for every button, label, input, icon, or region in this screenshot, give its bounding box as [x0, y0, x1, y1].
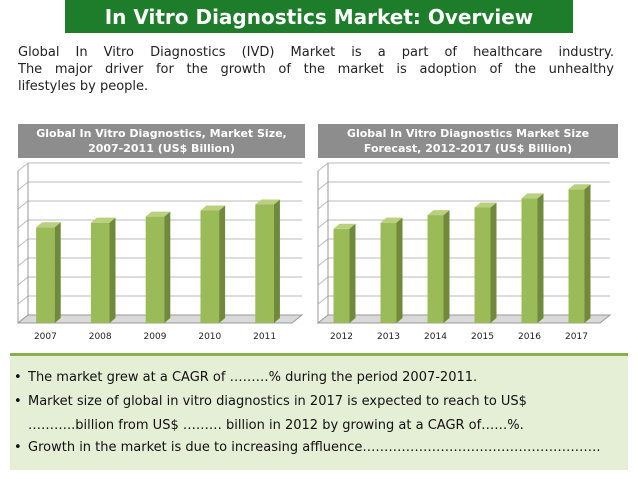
grid-line: [17, 200, 29, 210]
key-points-box: • The market grew at a CAGR of ………% durin…: [10, 353, 628, 470]
tick-label: 2012: [330, 332, 353, 342]
grid-line: [17, 219, 29, 229]
bullet-marker: •: [14, 370, 22, 385]
bar-top: [90, 217, 116, 223]
bar-top: [474, 202, 497, 208]
bar-side: [109, 217, 116, 323]
grid-line: [317, 162, 329, 172]
grid-line: [17, 238, 29, 248]
bar: [200, 210, 220, 323]
bar: [427, 215, 444, 323]
grid-line: [317, 219, 329, 229]
chart-title-left: Global In Vitro Diagnostics, Market Size…: [18, 124, 305, 158]
bar-side: [273, 199, 280, 323]
grid-line: [317, 238, 329, 248]
bar-side: [219, 205, 226, 323]
bullet-text: ………..billion from US$ ……… billion in 201…: [28, 418, 524, 433]
bar-side: [537, 193, 544, 323]
chart-right: 2012 2013 2014 2015 2016 2017: [316, 162, 612, 342]
bar-top: [427, 210, 450, 216]
bar-side: [584, 184, 591, 323]
tick-label: 2009: [144, 332, 167, 342]
chart-left: 2007 2008 2009 2010 2011: [16, 162, 304, 342]
chart-title-right: Global In Vitro Diagnostics Market Size …: [318, 124, 618, 158]
intro-paragraph: Global In Vitro Diagnostics (IVD) Market…: [18, 44, 614, 95]
grid-line: [317, 276, 329, 286]
tick-label: 2008: [89, 332, 112, 342]
intro-line: The major driver for the growth of the m…: [18, 62, 614, 77]
bar-top: [255, 199, 280, 205]
bar-side: [349, 223, 356, 323]
bar-side: [490, 202, 497, 323]
bar-side: [443, 210, 450, 323]
page-title: In Vitro Diagnostics Market: Overview: [65, 0, 573, 33]
bullet-marker: •: [14, 440, 22, 455]
bar-top: [36, 222, 61, 228]
chart-title-line: Global In Vitro Diagnostics Market Size: [346, 127, 590, 140]
bar: [568, 189, 585, 323]
tick-label: 2015: [471, 332, 494, 342]
bullet-item: • Market size of global in vitro diagnost…: [14, 394, 527, 409]
grid-line: [317, 200, 329, 210]
tick-label: 2007: [34, 332, 57, 342]
grid-line: [17, 257, 29, 267]
bullet-marker: •: [14, 394, 22, 409]
grid-line: [317, 295, 329, 305]
grid-line: [317, 257, 329, 267]
bullet-text: Market size of global in vitro diagnosti…: [28, 394, 527, 409]
bar: [145, 216, 165, 323]
chart-title-line: 2007-2011 (US$ Billion): [88, 142, 235, 155]
bar-side: [164, 211, 171, 323]
chart-title-line: Forecast, 2012-2017 (US$ Billion): [363, 142, 573, 155]
bar-top: [333, 223, 356, 229]
tick-label: 2017: [565, 332, 588, 342]
bar-top: [568, 184, 591, 190]
bar: [36, 227, 55, 323]
bar-side: [54, 222, 61, 323]
tick-label: 2011: [253, 332, 276, 342]
chart-title-line: Global In Vitro Diagnostics, Market Size…: [36, 127, 287, 140]
bullet-item: • The market grew at a CAGR of ………% durin…: [14, 370, 477, 385]
bar-top: [200, 205, 226, 211]
grid-line: [17, 276, 29, 286]
grid-line: [17, 181, 29, 191]
bullet-item: ………..billion from US$ ……… billion in 201…: [28, 418, 524, 433]
grid-line: [17, 295, 29, 305]
intro-line: lifestyles by people.: [18, 79, 149, 94]
tick-label: 2014: [424, 332, 447, 342]
bullet-text: Growth in the market is due to increasin…: [28, 440, 601, 455]
tick-label: 2016: [518, 332, 541, 342]
bar: [333, 228, 350, 323]
bullet-item: • Growth in the market is due to increasi…: [14, 440, 601, 455]
bar-top: [521, 193, 544, 199]
bar-top: [145, 211, 171, 217]
bar: [474, 207, 491, 323]
tick-label: 2013: [377, 332, 400, 342]
bullet-text: The market grew at a CAGR of ………% during…: [28, 370, 478, 385]
bar: [521, 198, 538, 323]
bar: [255, 204, 274, 323]
intro-line: Global In Vitro Diagnostics (IVD) Market…: [18, 45, 614, 60]
bar-side: [396, 217, 403, 323]
grid-line: [317, 181, 329, 191]
bar: [90, 222, 110, 323]
bar-top: [380, 217, 403, 223]
tick-label: 2010: [198, 332, 221, 342]
bar: [380, 222, 397, 323]
grid-line: [17, 162, 29, 172]
chart-floor: [316, 314, 612, 324]
